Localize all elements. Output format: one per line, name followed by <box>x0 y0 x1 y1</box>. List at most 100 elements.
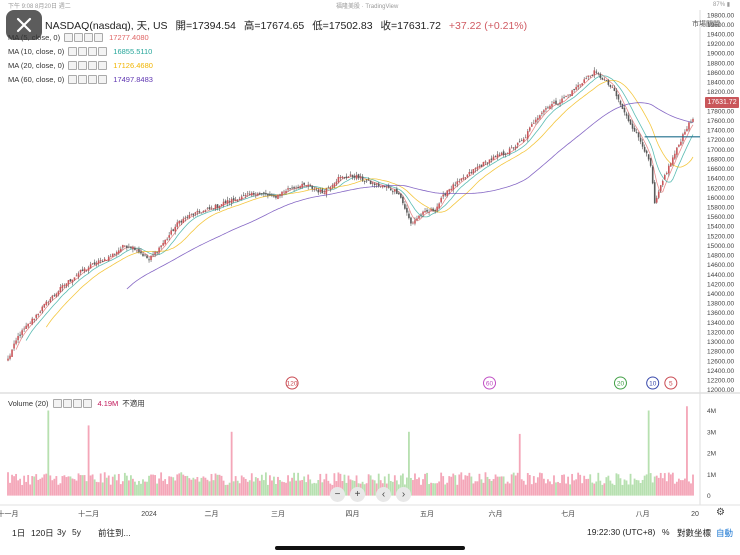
volume-bar <box>538 472 541 496</box>
volume-bar <box>176 474 179 496</box>
candle-body <box>488 159 491 163</box>
volume-bar <box>164 479 167 496</box>
candle-body <box>164 239 166 245</box>
close-icon[interactable] <box>88 46 98 56</box>
volume-bar <box>21 484 24 496</box>
volume-bar <box>454 475 457 496</box>
more-icon[interactable] <box>83 399 93 408</box>
candle-body <box>462 177 465 180</box>
x-tick-label: 20 <box>691 511 699 518</box>
volume-bar <box>555 482 557 496</box>
eye-icon[interactable] <box>68 46 78 56</box>
candle-body <box>434 210 436 212</box>
volume-bar <box>69 476 72 496</box>
candle-body <box>248 193 251 195</box>
volume-bar <box>414 473 416 496</box>
goto-date-button[interactable]: 前往到... <box>98 528 131 538</box>
volume-bar <box>625 480 628 496</box>
candle-body <box>109 256 112 258</box>
y-tick-label: 17800.00 <box>707 108 734 115</box>
volume-bar <box>585 479 588 496</box>
volume-bar <box>188 478 191 496</box>
close-icon[interactable] <box>84 32 94 42</box>
volume-bar <box>254 477 257 496</box>
ma-5-line <box>15 73 694 350</box>
candle-body <box>674 153 676 159</box>
candle-body <box>595 71 598 73</box>
settings-icon[interactable] <box>74 32 84 42</box>
candle-body <box>611 87 614 89</box>
y-tick-label: 19400.00 <box>707 32 734 39</box>
status-battery: 87% ▮ <box>713 2 730 8</box>
candle-body <box>416 218 418 221</box>
candle-body <box>319 190 322 193</box>
candle-body <box>653 182 656 204</box>
settings-icon[interactable] <box>78 46 88 56</box>
percent-scale-toggle[interactable]: % <box>662 527 670 537</box>
scroll-left-button[interactable]: ‹ <box>376 487 391 502</box>
high-value: 高=17674.65 <box>243 20 305 32</box>
candle-body <box>494 156 497 157</box>
eye-icon[interactable] <box>53 399 63 408</box>
volume-bar <box>129 475 132 496</box>
zoom-in-button[interactable]: + <box>350 487 365 502</box>
period-5y-button[interactable]: 5y <box>72 527 81 537</box>
settings-icon[interactable] <box>78 74 88 84</box>
settings-icon[interactable] <box>63 399 73 408</box>
volume-bar <box>589 474 592 496</box>
more-icon[interactable] <box>98 74 108 84</box>
period-1d-button[interactable]: 1日 <box>12 528 26 538</box>
settings-icon[interactable] <box>78 60 88 70</box>
volume-bar <box>466 475 469 496</box>
more-icon[interactable] <box>98 46 108 56</box>
period-3y-button[interactable]: 3y <box>57 527 66 537</box>
event-marker-label: 10 <box>649 381 657 388</box>
ma-60-legend[interactable]: MA (60, close, 0) 17497.8483 <box>8 73 153 85</box>
candle-body <box>686 128 688 132</box>
candle-body <box>271 194 273 196</box>
volume-bar <box>549 481 551 496</box>
eye-icon[interactable] <box>68 74 78 84</box>
symbol-title[interactable]: NASDAQ(nasdaq), 天, US <box>45 20 168 32</box>
volume-label: Volume (20) <box>8 399 49 408</box>
volume-bar <box>103 472 106 496</box>
volume-bar <box>144 481 146 496</box>
scroll-right-button[interactable]: › <box>396 487 411 502</box>
ma-20-legend[interactable]: MA (20, close, 0) 17126.4680 <box>8 59 153 71</box>
zoom-out-button[interactable]: − <box>330 487 345 502</box>
x-tick-label: 八月 <box>636 510 650 518</box>
volume-bar <box>641 479 644 496</box>
period-120d-button[interactable]: 120日 <box>31 528 54 538</box>
volume-legend[interactable]: Volume (20) 4.19M 不適用 <box>8 398 145 409</box>
volume-bar <box>170 476 173 496</box>
volume-bar <box>63 475 66 496</box>
ma-10-legend[interactable]: MA (10, close, 0) 16855.5110 <box>8 45 152 57</box>
candle-body <box>597 73 600 75</box>
close-icon[interactable] <box>88 74 98 84</box>
close-icon[interactable] <box>88 60 98 70</box>
candle-body <box>9 355 11 359</box>
volume-bar <box>389 480 392 496</box>
volume-bar <box>508 483 511 496</box>
close-button[interactable] <box>6 10 42 40</box>
ma-5-legend[interactable]: MA (5, close, 0) 17277.4080 <box>8 31 149 43</box>
y-tick-label: 17000.00 <box>707 147 734 154</box>
volume-bar <box>109 484 112 496</box>
volume-bar <box>162 480 165 496</box>
ma-value: 17497.8483 <box>113 74 153 84</box>
candle-body <box>335 181 338 184</box>
volume-bar <box>611 483 614 496</box>
close-icon[interactable] <box>73 399 83 408</box>
candle-body <box>17 335 19 341</box>
eye-icon[interactable] <box>64 32 74 42</box>
candle-body <box>678 144 680 147</box>
candle-body <box>291 187 293 189</box>
more-icon[interactable] <box>98 60 108 70</box>
eye-icon[interactable] <box>68 60 78 70</box>
log-scale-toggle[interactable]: 對數坐標 <box>677 528 712 538</box>
more-icon[interactable] <box>94 32 104 42</box>
settings-gear-icon[interactable]: ⚙ <box>716 507 725 518</box>
volume-bar <box>202 476 205 496</box>
auto-scale-toggle[interactable]: 自動 <box>716 528 734 538</box>
